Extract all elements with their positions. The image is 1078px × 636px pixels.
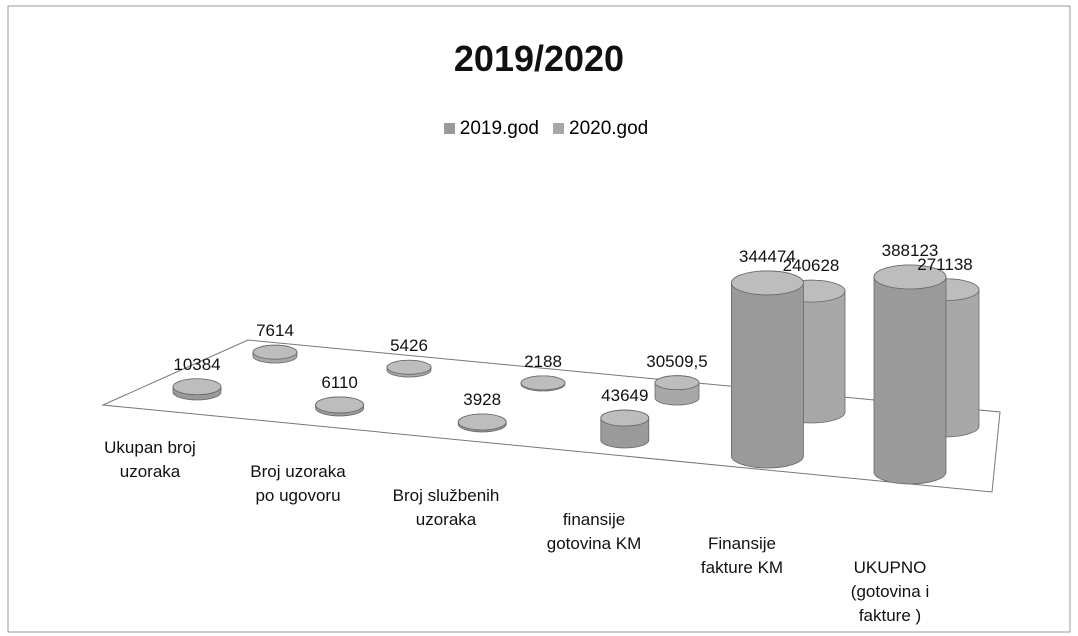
value-label: 3928	[463, 390, 502, 410]
cylinder-top	[520, 375, 566, 391]
cylinder	[731, 270, 804, 469]
legend-label: 2019.god	[459, 118, 539, 139]
floor	[101, 339, 1001, 493]
cylinder-top	[172, 378, 222, 396]
cylinder-top	[873, 264, 947, 290]
cylinder-top	[457, 413, 507, 431]
x-tick-label: finansije gotovina KM	[546, 510, 642, 553]
value-label: 388123	[881, 241, 939, 260]
legend: 2019.god 2020.god	[0, 118, 1078, 140]
cylinder-top	[386, 359, 432, 375]
cylinder-top	[252, 344, 298, 360]
x-tick-label: Broj službenih uzoraka	[392, 486, 500, 529]
value-label: 240628	[782, 256, 840, 276]
cylinder-top	[600, 409, 650, 427]
x-tick-label: Finansije fakture KM	[700, 534, 784, 577]
x-tick-label: Broj uzoraka po ugovoru	[250, 462, 346, 505]
cylinder	[873, 264, 947, 485]
value-label: 10384	[173, 354, 221, 374]
cylinder-top	[315, 396, 365, 414]
value-label: 7614	[256, 321, 294, 341]
cylinder-top	[654, 375, 700, 391]
x-tick-label: UKUPNO (gotovina i fakture )	[850, 558, 930, 625]
value-label: 30509,5	[646, 351, 708, 371]
legend-label: 2020.god	[569, 118, 649, 139]
chart-title: 2019/2020	[453, 38, 625, 79]
x-tick-label: Ukupan broj uzoraka	[104, 438, 196, 481]
value-label: 6110	[321, 372, 358, 392]
cylinder-top	[731, 270, 804, 296]
value-label: 344474	[739, 246, 796, 266]
legend-swatch	[553, 123, 564, 134]
value-label: 5426	[390, 336, 428, 356]
value-label: 2188	[524, 351, 562, 371]
value-label: 43649	[601, 386, 649, 406]
chart-border	[7, 5, 1071, 633]
legend-swatch	[443, 123, 455, 134]
value-label: 271138	[917, 254, 973, 274]
